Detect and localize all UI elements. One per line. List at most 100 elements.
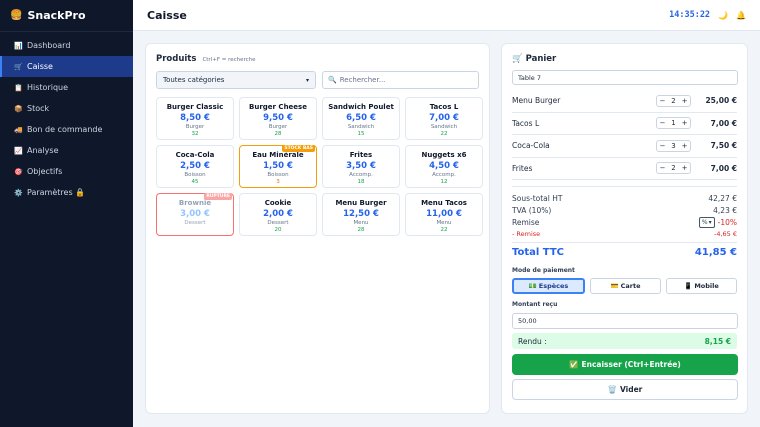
- box-icon: 📦: [14, 104, 23, 113]
- discount-amount: -4,65 €: [713, 230, 737, 238]
- payment-mobile-button[interactable]: 📱 Mobile: [666, 278, 737, 294]
- subtotal-label: Sous-total HT: [512, 193, 563, 203]
- chart-icon: 📊: [14, 41, 23, 50]
- check-icon: ✅: [569, 360, 579, 369]
- chevron-down-icon: ▾: [305, 76, 309, 84]
- product-name: Frites: [349, 151, 373, 159]
- product-category: Boisson: [267, 172, 289, 178]
- remise-unit-select[interactable]: % ▾: [698, 216, 715, 228]
- brand[interactable]: 🍔 SnackPro: [0, 0, 133, 32]
- bell-icon[interactable]: 🔔: [736, 10, 746, 20]
- cart-item-name: Coca-Cola: [512, 141, 550, 151]
- remise-value: -10%: [717, 217, 737, 227]
- product-card[interactable]: Nuggets x6 4,50 € Accomp. 12: [405, 145, 483, 188]
- payment-option-label: Carte: [620, 282, 641, 290]
- sidebar-item-label: Dashboard: [27, 41, 71, 50]
- product-card[interactable]: Coca-Cola 2,50 € Boisson 45: [156, 145, 234, 188]
- increment-button[interactable]: +: [681, 141, 688, 150]
- sidebar-item-analyse[interactable]: 📈 Analyse: [0, 140, 133, 161]
- product-stock: 45: [191, 179, 199, 185]
- increment-button[interactable]: +: [681, 96, 688, 105]
- decrement-button[interactable]: −: [659, 119, 666, 128]
- trend-icon: 📈: [14, 146, 23, 155]
- product-card[interactable]: Sandwich Poulet 6,50 € Sandwich 15: [322, 97, 400, 140]
- sidebar-item-bon-de-commande[interactable]: 🚚 Bon de commande: [0, 119, 133, 140]
- product-card[interactable]: Tacos L 7,00 € Sandwich 22: [405, 97, 483, 140]
- product-price: 6,50 €: [346, 113, 376, 123]
- increment-button[interactable]: +: [681, 164, 688, 173]
- checkout-label: Encaisser (Ctrl+Entrée): [581, 360, 681, 369]
- product-name: Menu Burger: [335, 199, 387, 207]
- cart-item-total: 7,50 €: [710, 141, 737, 151]
- cart-item: Frites −2 + 7,00 €: [512, 158, 737, 180]
- product-price: 8,50 €: [180, 113, 210, 123]
- payment-option-label: Mobile: [694, 282, 719, 290]
- product-price: 12,50 €: [343, 209, 379, 219]
- product-category: Menu: [353, 220, 369, 226]
- gear-icon: ⚙️: [14, 188, 23, 197]
- received-amount-input[interactable]: [512, 313, 738, 329]
- decrement-button[interactable]: −: [659, 164, 666, 173]
- product-card[interactable]: Burger Classic 8,50 € Burger 32: [156, 97, 234, 140]
- product-stock: 15: [357, 131, 365, 137]
- product-name: Sandwich Poulet: [328, 103, 394, 111]
- payment-options: 💵 Espèces 💳 Carte 📱 Mobile: [512, 278, 737, 294]
- cash-icon: 💵: [528, 282, 537, 290]
- product-card[interactable]: Cookie 2,00 € Dessert 20: [239, 193, 317, 236]
- cart-icon: 🛒: [14, 62, 23, 71]
- page-title: Caisse: [147, 8, 187, 22]
- tva-label: TVA (10%): [512, 205, 552, 215]
- sidebar-item-objectifs[interactable]: 🎯 Objectifs: [0, 161, 133, 182]
- product-stock: 28: [357, 227, 365, 233]
- product-card[interactable]: Menu Burger 12,50 € Menu 28: [322, 193, 400, 236]
- product-price: 2,50 €: [180, 161, 210, 171]
- products-panel: Produits Ctrl+F = recherche Toutes catég…: [145, 43, 490, 414]
- product-name: Burger Classic: [166, 103, 224, 111]
- product-stock: 3: [276, 179, 280, 185]
- product-stock: 32: [191, 131, 199, 137]
- payment-cash-button[interactable]: 💵 Espèces: [512, 278, 585, 294]
- decrement-button[interactable]: −: [659, 141, 666, 150]
- chevron-down-icon: ▾: [708, 218, 712, 226]
- payment-card-button[interactable]: 💳 Carte: [590, 278, 661, 294]
- cart-item-total: 25,00 €: [705, 96, 737, 106]
- sidebar-item-label: Analyse: [27, 146, 59, 155]
- search-box: 🔍: [322, 71, 479, 89]
- product-name: Tacos L: [429, 103, 459, 111]
- sidebar-item-label: Objectifs: [27, 167, 63, 176]
- category-select-value: Toutes catégories: [163, 76, 225, 84]
- decrement-button[interactable]: −: [659, 96, 666, 105]
- product-card[interactable]: Frites 3,50 € Accomp. 18: [322, 145, 400, 188]
- sidebar-item-caisse[interactable]: 🛒 Caisse: [0, 56, 133, 77]
- product-name: Eau Minérale: [252, 151, 304, 159]
- clear-cart-button[interactable]: 🗑️ Vider: [512, 379, 738, 400]
- subtotal-value: 42,27 €: [708, 193, 737, 203]
- product-category: Sandwich: [430, 124, 458, 130]
- increment-button[interactable]: +: [681, 119, 688, 128]
- category-select[interactable]: Toutes catégories ▾: [156, 71, 316, 89]
- quantity-stepper: −2 +: [656, 162, 691, 175]
- cart-item: Menu Burger −2 + 25,00 €: [512, 90, 737, 113]
- sidebar-item-label: Historique: [27, 83, 69, 92]
- quantity-stepper: −1 +: [656, 117, 691, 130]
- low-stock-badge: STOCK BAS: [282, 145, 315, 152]
- card-icon: 💳: [610, 282, 619, 290]
- product-card[interactable]: Menu Tacos 11,00 € Menu 22: [405, 193, 483, 236]
- product-category: Accomp.: [432, 172, 456, 178]
- trash-icon: 🗑️: [607, 385, 617, 394]
- cart-item: Tacos L −1 + 7,00 €: [512, 113, 737, 135]
- sidebar-item-parametres[interactable]: ⚙️ Paramètres 🔒: [0, 182, 133, 203]
- sidebar-item-dashboard[interactable]: 📊 Dashboard: [0, 35, 133, 56]
- sidebar-item-stock[interactable]: 📦 Stock: [0, 98, 133, 119]
- product-card[interactable]: Burger Cheese 9,50 € Burger 28: [239, 97, 317, 140]
- search-input[interactable]: [339, 76, 473, 84]
- checkout-button[interactable]: ✅ Encaisser (Ctrl+Entrée): [512, 354, 738, 375]
- moon-icon[interactable]: 🌙: [718, 10, 729, 20]
- change-value: 8,15 €: [704, 336, 731, 346]
- table-input[interactable]: [512, 70, 738, 85]
- sidebar-item-label: Stock: [27, 104, 50, 113]
- product-card[interactable]: STOCK BAS Eau Minérale 1,50 € Boisson 3: [239, 145, 317, 188]
- sidebar-item-historique[interactable]: 📋 Historique: [0, 77, 133, 98]
- truck-icon: 🚚: [14, 125, 23, 134]
- product-stock: 12: [440, 179, 448, 185]
